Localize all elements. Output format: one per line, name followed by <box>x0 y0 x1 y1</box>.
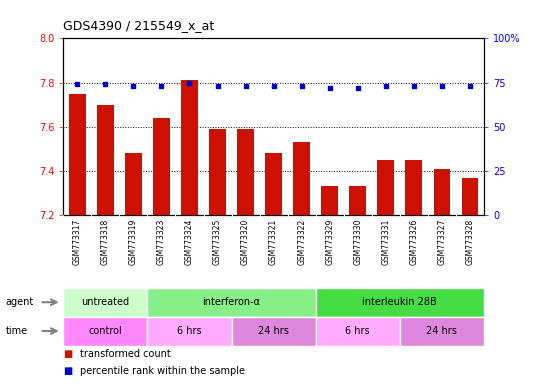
Bar <box>147 288 316 317</box>
Bar <box>63 317 147 346</box>
Text: GSM773328: GSM773328 <box>465 219 475 265</box>
Text: transformed count: transformed count <box>80 349 170 359</box>
Bar <box>433 169 450 215</box>
Text: interferon-α: interferon-α <box>202 297 261 308</box>
Text: GSM773321: GSM773321 <box>269 219 278 265</box>
Text: GDS4390 / 215549_x_at: GDS4390 / 215549_x_at <box>63 19 214 32</box>
Text: agent: agent <box>6 297 34 308</box>
Text: GSM773317: GSM773317 <box>73 219 82 265</box>
Bar <box>97 104 114 215</box>
Bar <box>232 317 316 346</box>
Text: GSM773318: GSM773318 <box>101 219 110 265</box>
Text: control: control <box>89 326 122 336</box>
Text: GSM773320: GSM773320 <box>241 219 250 265</box>
Text: 24 hrs: 24 hrs <box>258 326 289 336</box>
Bar <box>377 160 394 215</box>
Bar <box>321 186 338 215</box>
Text: untreated: untreated <box>81 297 129 308</box>
Text: GSM773323: GSM773323 <box>157 219 166 265</box>
Text: GSM773326: GSM773326 <box>409 219 419 265</box>
Text: time: time <box>6 326 28 336</box>
Bar <box>209 129 226 215</box>
Bar <box>405 160 422 215</box>
Bar <box>265 153 282 215</box>
Text: GSM773331: GSM773331 <box>381 219 390 265</box>
Text: ■: ■ <box>63 366 73 376</box>
Bar <box>181 80 198 215</box>
Text: 24 hrs: 24 hrs <box>426 326 458 336</box>
Text: ■: ■ <box>63 349 73 359</box>
Text: percentile rank within the sample: percentile rank within the sample <box>80 366 245 376</box>
Bar <box>69 94 86 215</box>
Bar <box>316 317 400 346</box>
Text: GSM773322: GSM773322 <box>297 219 306 265</box>
Text: GSM773329: GSM773329 <box>325 219 334 265</box>
Bar <box>125 153 142 215</box>
Text: 6 hrs: 6 hrs <box>345 326 370 336</box>
Bar <box>147 317 232 346</box>
Text: GSM773327: GSM773327 <box>437 219 447 265</box>
Text: 6 hrs: 6 hrs <box>177 326 202 336</box>
Text: interleukin 28B: interleukin 28B <box>362 297 437 308</box>
Bar <box>400 317 484 346</box>
Text: GSM773319: GSM773319 <box>129 219 138 265</box>
Bar <box>237 129 254 215</box>
Bar <box>153 118 170 215</box>
Bar <box>63 288 147 317</box>
Bar <box>316 288 484 317</box>
Bar <box>349 186 366 215</box>
Text: GSM773324: GSM773324 <box>185 219 194 265</box>
Text: GSM773325: GSM773325 <box>213 219 222 265</box>
Bar <box>461 177 478 215</box>
Text: GSM773330: GSM773330 <box>353 219 362 265</box>
Bar <box>293 142 310 215</box>
